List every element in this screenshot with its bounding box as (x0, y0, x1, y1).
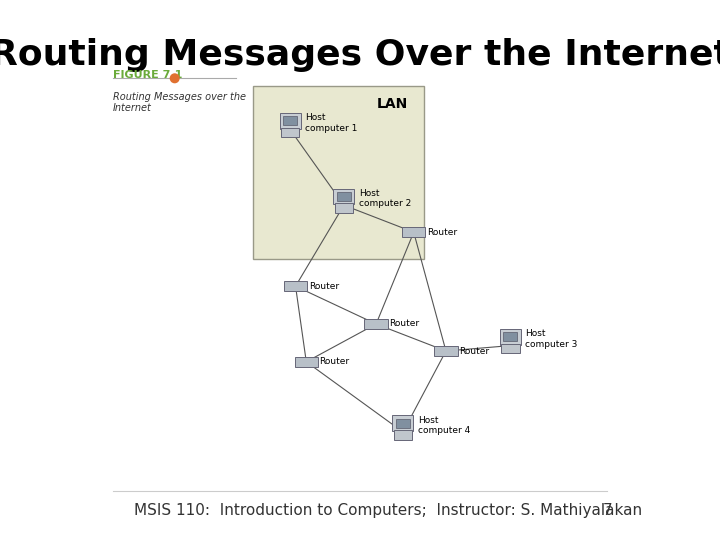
Text: Router: Router (427, 228, 457, 237)
Text: Router: Router (390, 320, 420, 328)
Text: Router: Router (459, 347, 490, 355)
Text: 7: 7 (603, 503, 613, 518)
FancyBboxPatch shape (283, 117, 297, 125)
FancyBboxPatch shape (335, 204, 353, 213)
Text: FIGURE 7.1: FIGURE 7.1 (113, 70, 182, 80)
FancyBboxPatch shape (396, 419, 410, 428)
FancyBboxPatch shape (253, 86, 425, 259)
Text: LAN: LAN (377, 97, 408, 111)
FancyBboxPatch shape (364, 319, 388, 329)
FancyBboxPatch shape (501, 344, 520, 354)
Text: Host
computer 4: Host computer 4 (418, 416, 470, 435)
Text: Host
computer 1: Host computer 1 (305, 113, 357, 132)
FancyBboxPatch shape (279, 113, 301, 129)
FancyBboxPatch shape (402, 227, 426, 237)
Text: Host
computer 3: Host computer 3 (525, 329, 577, 348)
Text: Routing Messages Over the Internet: Routing Messages Over the Internet (0, 38, 720, 72)
FancyBboxPatch shape (434, 346, 458, 356)
Text: MSIS 110:  Introduction to Computers;  Instructor: S. Mathiyalakan: MSIS 110: Introduction to Computers; Ins… (135, 503, 642, 518)
Text: Router: Router (320, 357, 350, 366)
FancyBboxPatch shape (503, 333, 518, 341)
FancyBboxPatch shape (337, 192, 351, 201)
FancyBboxPatch shape (500, 329, 521, 345)
Text: Routing Messages over the
Internet: Routing Messages over the Internet (113, 92, 246, 113)
FancyBboxPatch shape (392, 415, 413, 431)
Circle shape (171, 74, 179, 83)
FancyBboxPatch shape (281, 128, 300, 137)
FancyBboxPatch shape (294, 357, 318, 367)
FancyBboxPatch shape (284, 281, 307, 291)
Text: Host
computer 2: Host computer 2 (359, 189, 411, 208)
FancyBboxPatch shape (333, 188, 354, 204)
Text: Router: Router (309, 282, 339, 291)
FancyBboxPatch shape (394, 430, 412, 440)
